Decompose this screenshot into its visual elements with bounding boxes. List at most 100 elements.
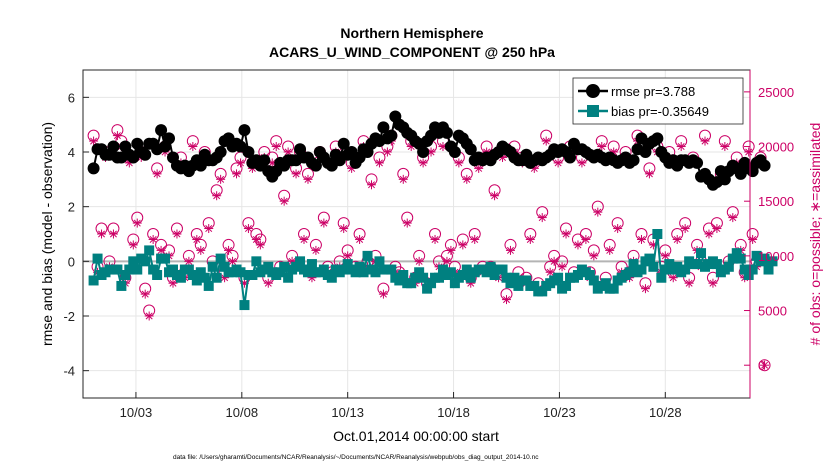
bias-point bbox=[239, 300, 250, 311]
asterisk-stroke bbox=[304, 175, 312, 183]
rmse-point bbox=[309, 159, 322, 172]
bias-point bbox=[112, 264, 123, 275]
assimilated-obs-point bbox=[192, 234, 202, 244]
asterisk-stroke bbox=[193, 235, 201, 243]
rmse-point bbox=[758, 159, 771, 172]
asterisk-stroke bbox=[149, 235, 157, 243]
assimilated-obs-point bbox=[454, 158, 464, 168]
asterisk-stroke bbox=[141, 290, 149, 298]
legend-rmse-label: rmse pr=3.788 bbox=[611, 84, 695, 99]
assimilated-obs-point bbox=[470, 234, 480, 244]
asterisk-stroke bbox=[669, 274, 677, 282]
y-tick-label: 6 bbox=[68, 90, 75, 105]
assimilated-obs-point bbox=[680, 224, 690, 234]
asterisk-stroke bbox=[368, 181, 376, 189]
assimilated-obs-point bbox=[640, 284, 650, 294]
bias-point bbox=[251, 256, 262, 267]
bias-point bbox=[279, 261, 290, 272]
bias-point bbox=[731, 248, 742, 259]
assimilated-obs-point bbox=[672, 234, 682, 244]
assimilated-obs-point bbox=[418, 158, 428, 168]
plot-area bbox=[83, 70, 750, 398]
bias-point bbox=[497, 264, 508, 275]
bias-point bbox=[422, 283, 433, 294]
asterisk-stroke bbox=[375, 159, 383, 167]
x-tick-label: 10/28 bbox=[649, 405, 682, 420]
bias-point bbox=[342, 259, 353, 270]
asterisk-stroke bbox=[745, 148, 753, 156]
assimilated-obs-point bbox=[188, 142, 198, 152]
bias-point bbox=[696, 248, 707, 259]
assimilated-obs-point bbox=[89, 136, 99, 146]
assimilated-obs-point bbox=[728, 213, 738, 223]
bias-point bbox=[302, 267, 313, 278]
asterisk-stroke bbox=[256, 241, 264, 249]
asterisk-stroke bbox=[713, 225, 721, 233]
bias-point bbox=[505, 278, 516, 289]
assimilated-obs-point bbox=[319, 218, 329, 228]
asterisk-stroke bbox=[661, 252, 669, 260]
asterisk-stroke bbox=[109, 230, 117, 238]
x-axis-label: Oct.01,2014 00:00:00 start bbox=[333, 428, 499, 444]
bias-point bbox=[398, 270, 409, 280]
asterisk-stroke bbox=[475, 164, 483, 172]
bias-point bbox=[116, 280, 127, 291]
assimilated-obs-point bbox=[279, 196, 289, 206]
rmse-point bbox=[337, 137, 350, 150]
bias-point bbox=[207, 261, 218, 272]
asterisk-stroke bbox=[213, 192, 221, 200]
bias-point bbox=[723, 261, 734, 272]
asterisk-stroke bbox=[598, 143, 606, 151]
asterisk-stroke bbox=[761, 361, 769, 369]
asterisk-stroke bbox=[113, 132, 121, 140]
bias-point bbox=[406, 278, 417, 289]
rmse-point bbox=[163, 132, 176, 145]
y-tick-label: -4 bbox=[63, 364, 75, 379]
assimilated-obs-point bbox=[577, 158, 587, 168]
asterisk-stroke bbox=[300, 235, 308, 243]
asterisk-stroke bbox=[499, 153, 507, 161]
bias-point bbox=[437, 264, 448, 275]
asterisk-stroke bbox=[701, 137, 709, 145]
assimilated-obs-point bbox=[553, 158, 563, 168]
assimilated-obs-point bbox=[541, 136, 551, 146]
assimilated-obs-point bbox=[152, 169, 162, 179]
y-right-tick-label: 25000 bbox=[758, 85, 794, 100]
legend-box bbox=[572, 77, 744, 125]
asterisk-stroke bbox=[439, 143, 447, 151]
assimilated-obs-point bbox=[490, 191, 500, 201]
asterisk-stroke bbox=[705, 230, 713, 238]
asterisk-stroke bbox=[506, 246, 514, 254]
bias-point bbox=[445, 267, 456, 278]
rmse-point bbox=[564, 151, 577, 164]
asterisk-stroke bbox=[530, 164, 538, 172]
rmse-point bbox=[258, 154, 271, 167]
asterisk-stroke bbox=[459, 241, 467, 249]
bias-point bbox=[692, 259, 703, 270]
bias-point bbox=[652, 229, 663, 239]
x-tick-label: 10/13 bbox=[331, 405, 364, 420]
asterisk-stroke bbox=[554, 159, 562, 167]
assimilated-obs-point bbox=[148, 234, 158, 244]
asterisk-stroke bbox=[264, 279, 272, 287]
asterisk-stroke bbox=[129, 241, 137, 249]
rmse-point bbox=[139, 148, 152, 161]
bias-point bbox=[449, 278, 460, 289]
bias-point bbox=[183, 264, 194, 275]
asterisk-stroke bbox=[562, 230, 570, 238]
chart-title-line1: Northern Hemisphere bbox=[340, 25, 483, 41]
bias-point bbox=[358, 267, 369, 278]
bias-point bbox=[644, 253, 655, 264]
asterisk-stroke bbox=[169, 279, 177, 287]
asterisk-stroke bbox=[157, 246, 165, 254]
bias-point bbox=[295, 256, 306, 267]
assimilated-obs-point bbox=[549, 256, 559, 266]
bias-point bbox=[394, 275, 405, 286]
assimilated-obs-point bbox=[216, 174, 226, 184]
bias-point bbox=[727, 253, 738, 264]
assimilated-obs-point bbox=[684, 278, 694, 288]
asterisk-stroke bbox=[244, 225, 252, 233]
asterisk-stroke bbox=[229, 257, 237, 265]
bias-point bbox=[600, 278, 611, 289]
bias-point bbox=[410, 272, 421, 283]
